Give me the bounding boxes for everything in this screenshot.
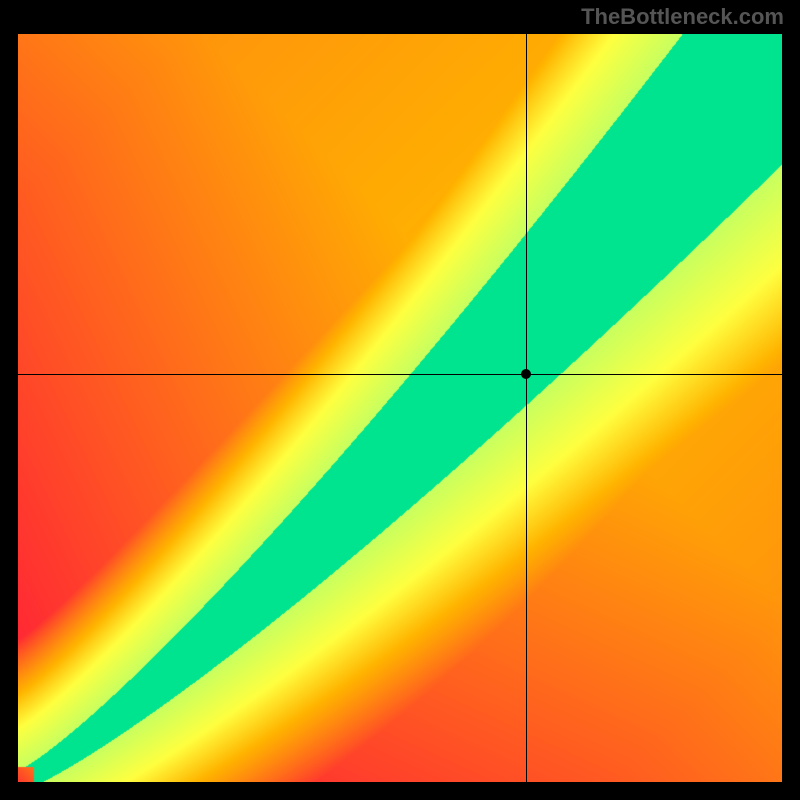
heatmap-canvas [18, 34, 782, 782]
watermark-text: TheBottleneck.com [581, 4, 784, 30]
crosshair-vertical [526, 34, 527, 782]
crosshair-horizontal [18, 374, 782, 375]
heatmap-plot [18, 34, 782, 782]
crosshair-marker [521, 369, 531, 379]
